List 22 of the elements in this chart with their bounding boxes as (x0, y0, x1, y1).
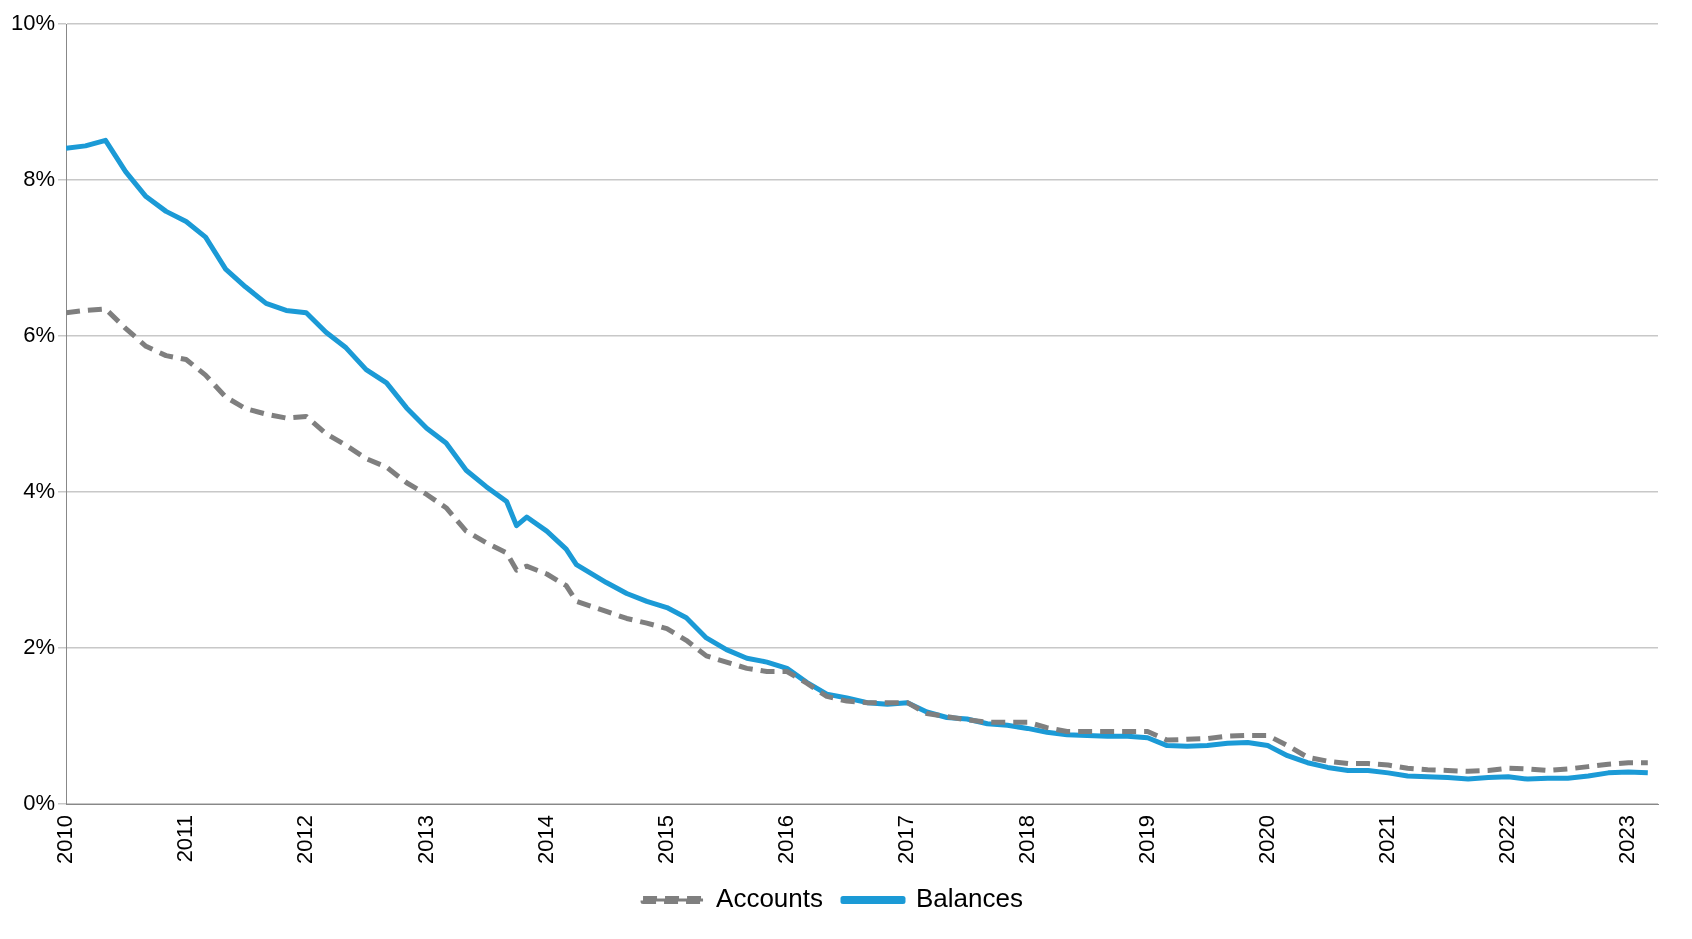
x-tick-label: 2019 (1133, 815, 1159, 865)
x-tick-label: 2011 (172, 815, 198, 863)
x-tick-label: 2012 (292, 815, 318, 865)
x-tick-label: 2022 (1494, 815, 1520, 865)
x-tick-label: 2021 (1374, 815, 1400, 865)
x-tick-label: 2013 (412, 815, 438, 865)
x-tick-label: 2014 (532, 815, 558, 865)
y-tick-label: 4% (23, 478, 56, 504)
x-tick-label: 2020 (1253, 815, 1279, 865)
x-tick-label: 2023 (1614, 815, 1640, 865)
x-tick-label: 2010 (52, 815, 78, 865)
y-tick-label: 10% (10, 10, 56, 36)
x-tick-label: 2016 (773, 815, 799, 865)
legend-label: Balances (915, 883, 1023, 914)
x-tick-label: 2015 (652, 815, 678, 865)
x-tick-label: 2018 (1013, 815, 1039, 865)
y-tick-label: 8% (23, 166, 56, 192)
legend-label: Accounts (716, 883, 823, 914)
y-tick-label: 2% (23, 634, 56, 660)
y-tick-label: 6% (23, 322, 56, 348)
x-tick-label: 2017 (893, 815, 919, 865)
y-tick-label: 0% (23, 790, 56, 816)
